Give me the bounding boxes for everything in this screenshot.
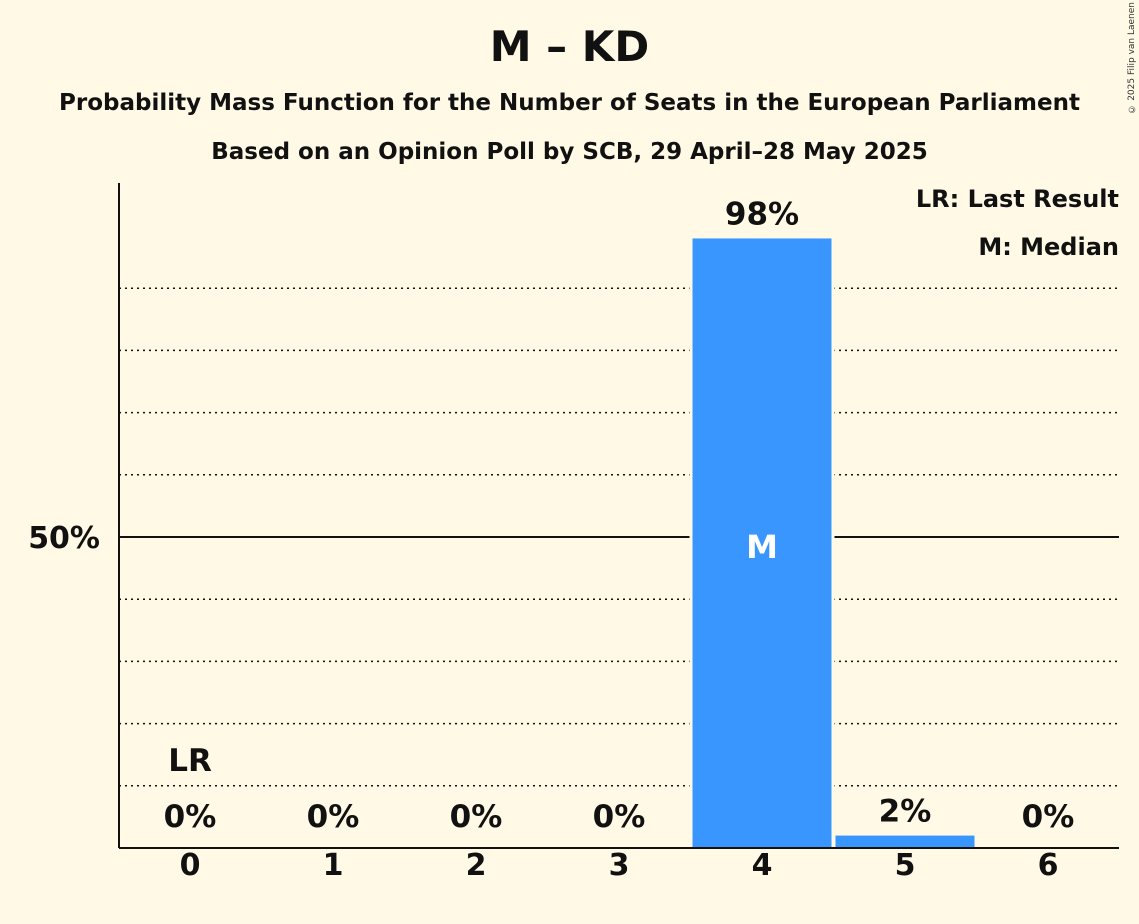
- x-tick-label-5: 5: [895, 848, 916, 883]
- x-tick-label-3: 3: [609, 848, 630, 883]
- last-result-marker: LR: [168, 743, 212, 779]
- legend-median: M: Median: [978, 233, 1119, 261]
- chart-title: M – KD: [489, 22, 650, 71]
- x-tick-label-2: 2: [466, 848, 487, 883]
- chart-subtitle: Probability Mass Function for the Number…: [59, 90, 1080, 116]
- x-tick-label-1: 1: [323, 848, 344, 883]
- value-label-1: 0%: [307, 799, 360, 835]
- legend-last-result: LR: Last Result: [915, 185, 1119, 213]
- value-label-5: 2%: [879, 794, 932, 830]
- value-label-2: 0%: [450, 799, 503, 835]
- y-tick-label: 50%: [28, 521, 100, 556]
- chart-subtitle-source: Based on an Opinion Poll by SCB, 29 Apri…: [211, 139, 928, 165]
- bar-4: [692, 238, 832, 848]
- median-marker: M: [746, 528, 778, 566]
- bar-5: [835, 835, 975, 848]
- x-tick-label-6: 6: [1038, 848, 1059, 883]
- value-label-3: 0%: [593, 799, 646, 835]
- x-tick-label-0: 0: [180, 848, 201, 883]
- value-label-0: 0%: [164, 799, 217, 835]
- value-label-6: 0%: [1022, 799, 1075, 835]
- value-label-4: 98%: [725, 196, 799, 232]
- x-tick-label-4: 4: [752, 848, 773, 883]
